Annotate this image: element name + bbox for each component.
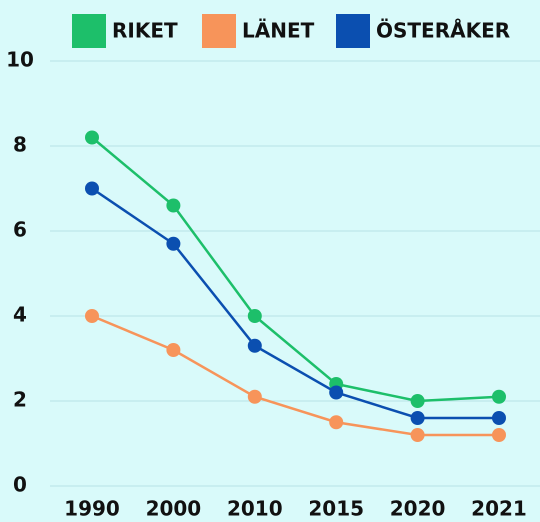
y-tick-label: 8 [13, 133, 27, 157]
x-tick-label: 2021 [471, 497, 527, 521]
y-tick-label: 10 [6, 48, 34, 72]
data-point [85, 130, 99, 145]
legend-label: RIKET [112, 19, 178, 43]
x-tick-label: 2020 [390, 497, 446, 521]
data-point [410, 428, 425, 442]
data-point [247, 309, 262, 323]
x-tick-label: 1990 [64, 497, 120, 521]
data-point [492, 428, 506, 442]
y-tick-label: 4 [13, 303, 27, 327]
data-point [166, 236, 181, 251]
data-point [85, 309, 99, 323]
series-line [91, 136, 500, 403]
data-point [492, 389, 506, 404]
data-point [410, 394, 425, 408]
data-point [247, 389, 262, 404]
y-tick-label: 0 [13, 473, 27, 497]
data-point [85, 181, 99, 196]
legend-label: ÖSTERÅKER [376, 19, 510, 43]
data-point [166, 198, 181, 213]
legend-swatch [72, 14, 106, 48]
legend-swatch [202, 14, 236, 48]
data-point [166, 343, 181, 357]
data-point [410, 411, 425, 425]
data-point [247, 338, 262, 353]
legend-swatch [336, 14, 370, 48]
data-point [492, 411, 506, 425]
x-tick-label: 2015 [308, 497, 364, 521]
x-tick-label: 2000 [146, 497, 202, 521]
series-line [91, 187, 499, 420]
x-tick-label: 2010 [227, 497, 283, 521]
series-line [91, 314, 499, 437]
y-tick-label: 2 [13, 388, 27, 412]
y-tick-label: 6 [13, 218, 27, 242]
legend-label: LÄNET [242, 19, 315, 43]
data-point [329, 415, 344, 430]
data-point [329, 385, 344, 400]
